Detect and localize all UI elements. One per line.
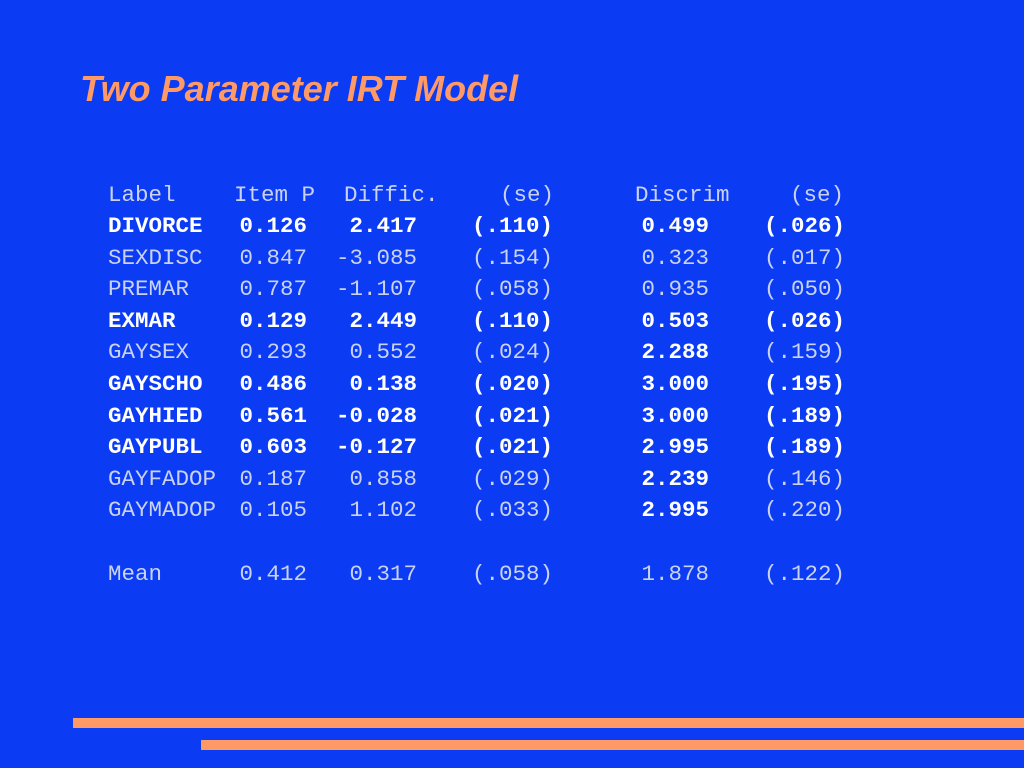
cell-value: (.058)	[471, 276, 553, 303]
row-label: GAYSCHO	[108, 371, 203, 397]
cell-value: 0.187	[239, 465, 307, 492]
cell-value: (.122)	[763, 560, 845, 587]
decor-bar	[201, 740, 1024, 750]
cell-value: (.017)	[763, 244, 845, 271]
cell-value: 0.486	[239, 371, 307, 397]
column-header: (se)	[500, 182, 555, 208]
row-label: GAYSEX	[108, 339, 190, 366]
cell-value: 0.935	[641, 276, 709, 303]
cell-value: (.058)	[471, 560, 553, 587]
cell-value: 0.561	[239, 402, 307, 429]
cell-value: 2.995	[641, 434, 709, 461]
row-label: Mean	[108, 560, 163, 587]
cell-value: 2.417	[349, 213, 417, 239]
cell-value: 0.126	[239, 213, 307, 239]
cell-value: 0.412	[239, 560, 307, 587]
row-label: EXMAR	[108, 307, 176, 334]
cell-value: (.026)	[763, 213, 845, 239]
cell-value: -0.127	[335, 434, 417, 461]
cell-value: 0.105	[239, 497, 307, 524]
row-label: PREMAR	[108, 276, 190, 303]
cell-value: (.154)	[471, 244, 553, 271]
cell-value: (.189)	[763, 434, 845, 461]
cell-value: (.020)	[471, 371, 553, 397]
cell-value: (.110)	[471, 307, 553, 334]
cell-value: (.033)	[471, 497, 553, 524]
cell-value: 1.102	[349, 497, 417, 524]
cell-value: 3.000	[641, 371, 709, 397]
cell-value: (.146)	[763, 465, 845, 492]
cell-value: 2.239	[641, 465, 709, 492]
cell-value: 0.499	[641, 213, 709, 239]
cell-value: (.024)	[471, 339, 553, 366]
cell-value: 0.503	[641, 307, 709, 334]
cell-value: 0.847	[239, 244, 307, 271]
cell-value: (.220)	[763, 497, 845, 524]
cell-value: (.021)	[471, 402, 553, 429]
column-header: (se)	[790, 182, 845, 208]
cell-value: -0.028	[335, 402, 417, 429]
cell-value: 0.323	[641, 244, 709, 271]
cell-value: (.189)	[763, 402, 845, 429]
cell-value: 2.449	[349, 307, 417, 334]
cell-value: 0.129	[239, 307, 307, 334]
cell-value: (.050)	[763, 276, 845, 303]
column-header: Diffic.	[344, 182, 439, 208]
cell-value: 2.288	[641, 339, 709, 366]
column-header: Label	[108, 182, 176, 208]
cell-value: (.026)	[763, 307, 845, 334]
cell-value: 0.293	[239, 339, 307, 366]
cell-value: 0.603	[239, 434, 307, 461]
cell-value: 0.138	[349, 371, 417, 397]
row-label: GAYPUBL	[108, 434, 203, 461]
cell-value: (.159)	[763, 339, 845, 366]
cell-value: 0.317	[349, 560, 417, 587]
row-label: GAYHIED	[108, 402, 203, 429]
decor-bar	[73, 718, 1024, 728]
cell-value: 0.552	[349, 339, 417, 366]
row-label: DIVORCE	[108, 213, 203, 239]
row-label: GAYMADOP	[108, 497, 217, 524]
cell-value: (.029)	[471, 465, 553, 492]
cell-value: 0.787	[239, 276, 307, 303]
cell-value: -3.085	[335, 244, 417, 271]
cell-value: 1.878	[641, 560, 709, 587]
cell-value: -1.107	[335, 276, 417, 303]
row-label: SEXDISC	[108, 244, 203, 271]
cell-value: (.195)	[763, 371, 845, 397]
cell-value: 3.000	[641, 402, 709, 429]
slide-title: Two Parameter IRT Model	[80, 68, 519, 109]
row-label: GAYFADOP	[108, 465, 217, 492]
column-header: Item P	[234, 182, 316, 208]
cell-value: 2.995	[641, 497, 709, 524]
cell-value: (.110)	[471, 213, 553, 239]
cell-value: 0.858	[349, 465, 417, 492]
column-header: Discrim	[635, 182, 730, 208]
cell-value: (.021)	[471, 434, 553, 461]
